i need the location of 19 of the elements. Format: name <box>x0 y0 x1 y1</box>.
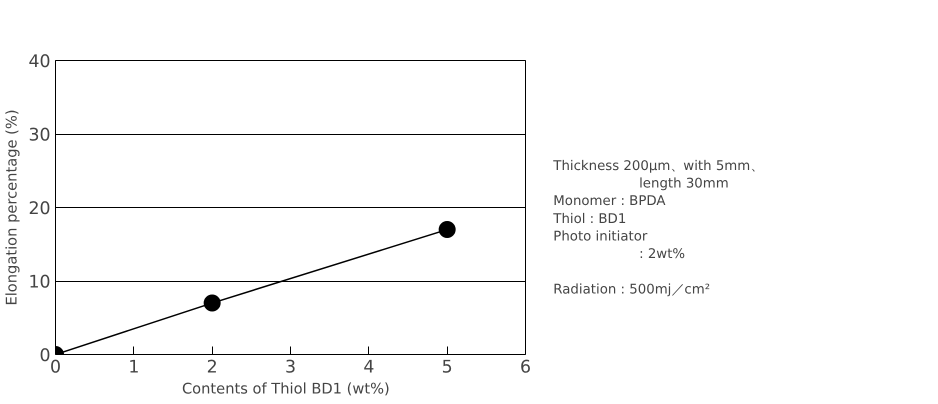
y-tick-label: 40 <box>28 52 51 72</box>
text: Monomer : BPDA <box>553 194 666 210</box>
text: : 2wt% <box>639 247 686 262</box>
x-tick-label: 6 <box>520 358 532 378</box>
x-tick-label: 2 <box>206 358 218 378</box>
x-tick-label: 4 <box>363 358 374 378</box>
y-tick-label: 10 <box>28 272 51 292</box>
x-axis-title: Contents of Thiol BD1 (wt%) <box>182 380 390 398</box>
text: Thiol : BD1 <box>552 212 626 227</box>
y-tick-label: 30 <box>28 126 51 146</box>
y-tick-label: 20 <box>28 199 51 219</box>
text: Radiation : 500mj／cm² <box>553 282 710 298</box>
x-tick-label: 1 <box>128 358 140 378</box>
text: length 30mm <box>639 176 729 192</box>
y-axis-title: Elongation percentage (%) <box>3 109 20 306</box>
x-tick-label: 3 <box>284 358 296 378</box>
text: Thickness 200μm、with 5mm、 <box>552 158 764 174</box>
x-tick-label: 5 <box>442 358 453 378</box>
text: Photo initiator <box>553 229 648 244</box>
